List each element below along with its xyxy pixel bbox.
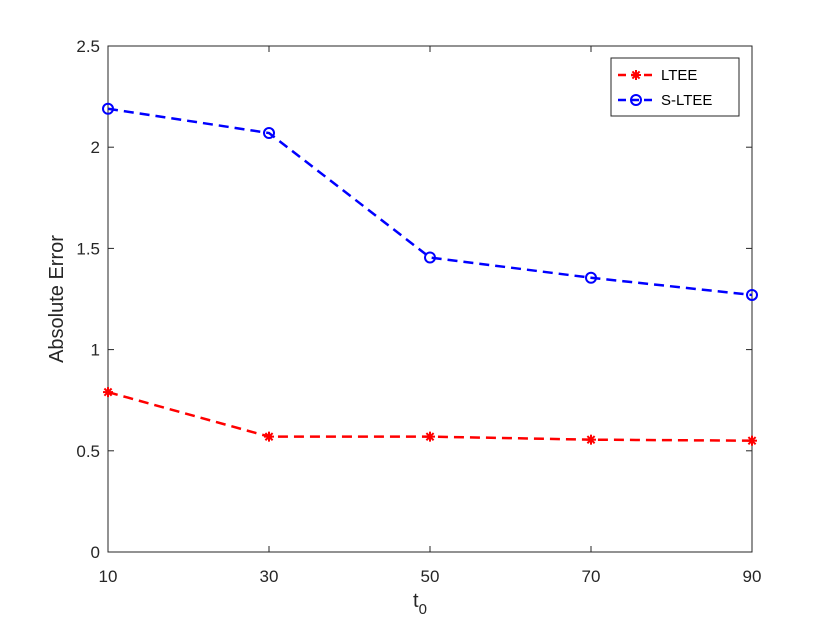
x-tick-label: 50 [421,567,440,586]
x-axis-label: t0 [413,590,427,618]
series-ltee [103,387,757,446]
legend-items: LTEE S-LTEE [618,67,712,109]
data-point-ltee [586,434,596,445]
data-point-s-ltee [746,288,758,301]
data-point-ltee [264,431,274,442]
plot-area [107,45,753,553]
data-point-s-ltee [424,251,436,264]
data-point-s-ltee [263,127,275,140]
series-layer [102,102,758,446]
legend-item-s-ltee: S-LTEE [618,92,712,109]
data-point-s-ltee [585,271,597,284]
legend-label: S-LTEE [661,92,712,109]
series-s-ltee [102,102,758,301]
series-line-s-ltee [107,107,753,297]
x-tick-label: 70 [582,567,601,586]
data-point-ltee [747,435,757,446]
axis-tick-labels: 10 30 50 70 90 0 0.5 1 1.5 2 2.5 [76,37,761,586]
legend-marker [630,94,642,106]
x-tick-label: 30 [260,567,279,586]
legend-label: LTEE [661,67,697,84]
axis-ticks [107,45,753,553]
y-tick-label: 1 [91,341,100,360]
data-point-ltee [425,431,435,442]
legend: LTEE S-LTEE [610,57,740,117]
x-axis-label-subscript: 0 [419,601,427,618]
y-tick-label: 2.5 [76,37,100,56]
y-tick-label: 0 [91,543,100,562]
data-point-ltee [103,387,113,398]
x-tick-label: 10 [99,567,118,586]
x-axis-label-main: t [413,590,419,612]
x-tick-label: 90 [743,567,762,586]
y-tick-label: 2 [91,138,100,157]
legend-marker [631,70,641,80]
y-tick-label: 1.5 [76,239,100,258]
data-point-s-ltee [102,102,114,115]
legend-item-ltee: LTEE [618,67,697,84]
y-tick-label: 0.5 [76,442,100,461]
legend-box [610,57,740,117]
y-axis-label: Absolute Error [46,235,68,363]
